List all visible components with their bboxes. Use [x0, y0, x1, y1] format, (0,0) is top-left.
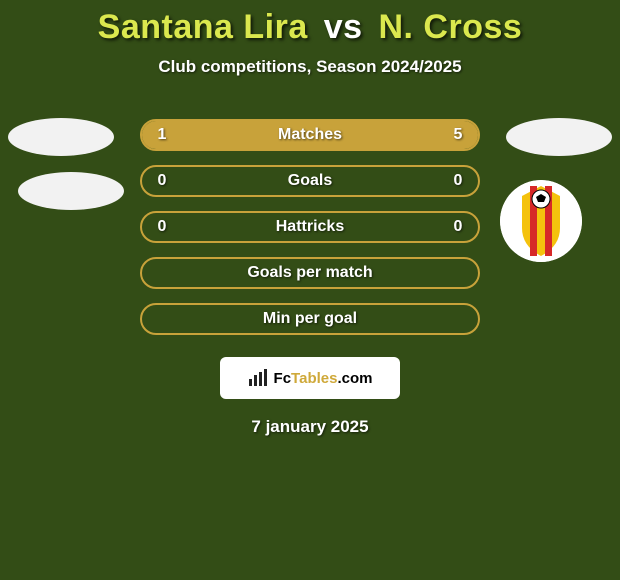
player-2-name: N. Cross [378, 8, 522, 46]
stat-row: 1Matches5 [140, 119, 480, 151]
player-1-club-badge [18, 172, 124, 210]
player-2-club-badge [500, 180, 582, 262]
page-title: Santana Lira vs N. Cross [0, 0, 620, 47]
watermark-text: FcTables.com [274, 370, 373, 387]
stat-value-right: 0 [438, 218, 478, 236]
subtitle: Club competitions, Season 2024/2025 [0, 57, 620, 77]
stat-row: Min per goal [140, 303, 480, 335]
bar-chart-icon [248, 369, 268, 387]
stat-value-right: 5 [438, 126, 478, 144]
player-1-avatar [8, 118, 114, 156]
club-crest-icon [500, 180, 582, 262]
stat-row: 0Hattricks0 [140, 211, 480, 243]
stat-row: 0Goals0 [140, 165, 480, 197]
stat-label: Matches [182, 126, 438, 144]
vs-label: vs [324, 8, 363, 46]
stat-label: Goals per match [182, 264, 438, 282]
stat-value-left: 1 [142, 126, 182, 144]
stat-value-left: 0 [142, 172, 182, 190]
stat-row: Goals per match [140, 257, 480, 289]
stat-value-left: 0 [142, 218, 182, 236]
stat-value-right: 0 [438, 172, 478, 190]
watermark-dotcom: .com [337, 370, 372, 387]
watermark: FcTables.com [220, 357, 400, 399]
watermark-fc: Fc [274, 370, 292, 387]
stat-label: Hattricks [182, 218, 438, 236]
stat-label: Goals [182, 172, 438, 190]
date-label: 7 january 2025 [0, 417, 620, 437]
player-2-avatar [506, 118, 612, 156]
stat-label: Min per goal [182, 310, 438, 328]
player-1-name: Santana Lira [98, 8, 308, 46]
comparison-infographic: Santana Lira vs N. Cross Club competitio… [0, 0, 620, 580]
watermark-tables: Tables [291, 370, 337, 387]
